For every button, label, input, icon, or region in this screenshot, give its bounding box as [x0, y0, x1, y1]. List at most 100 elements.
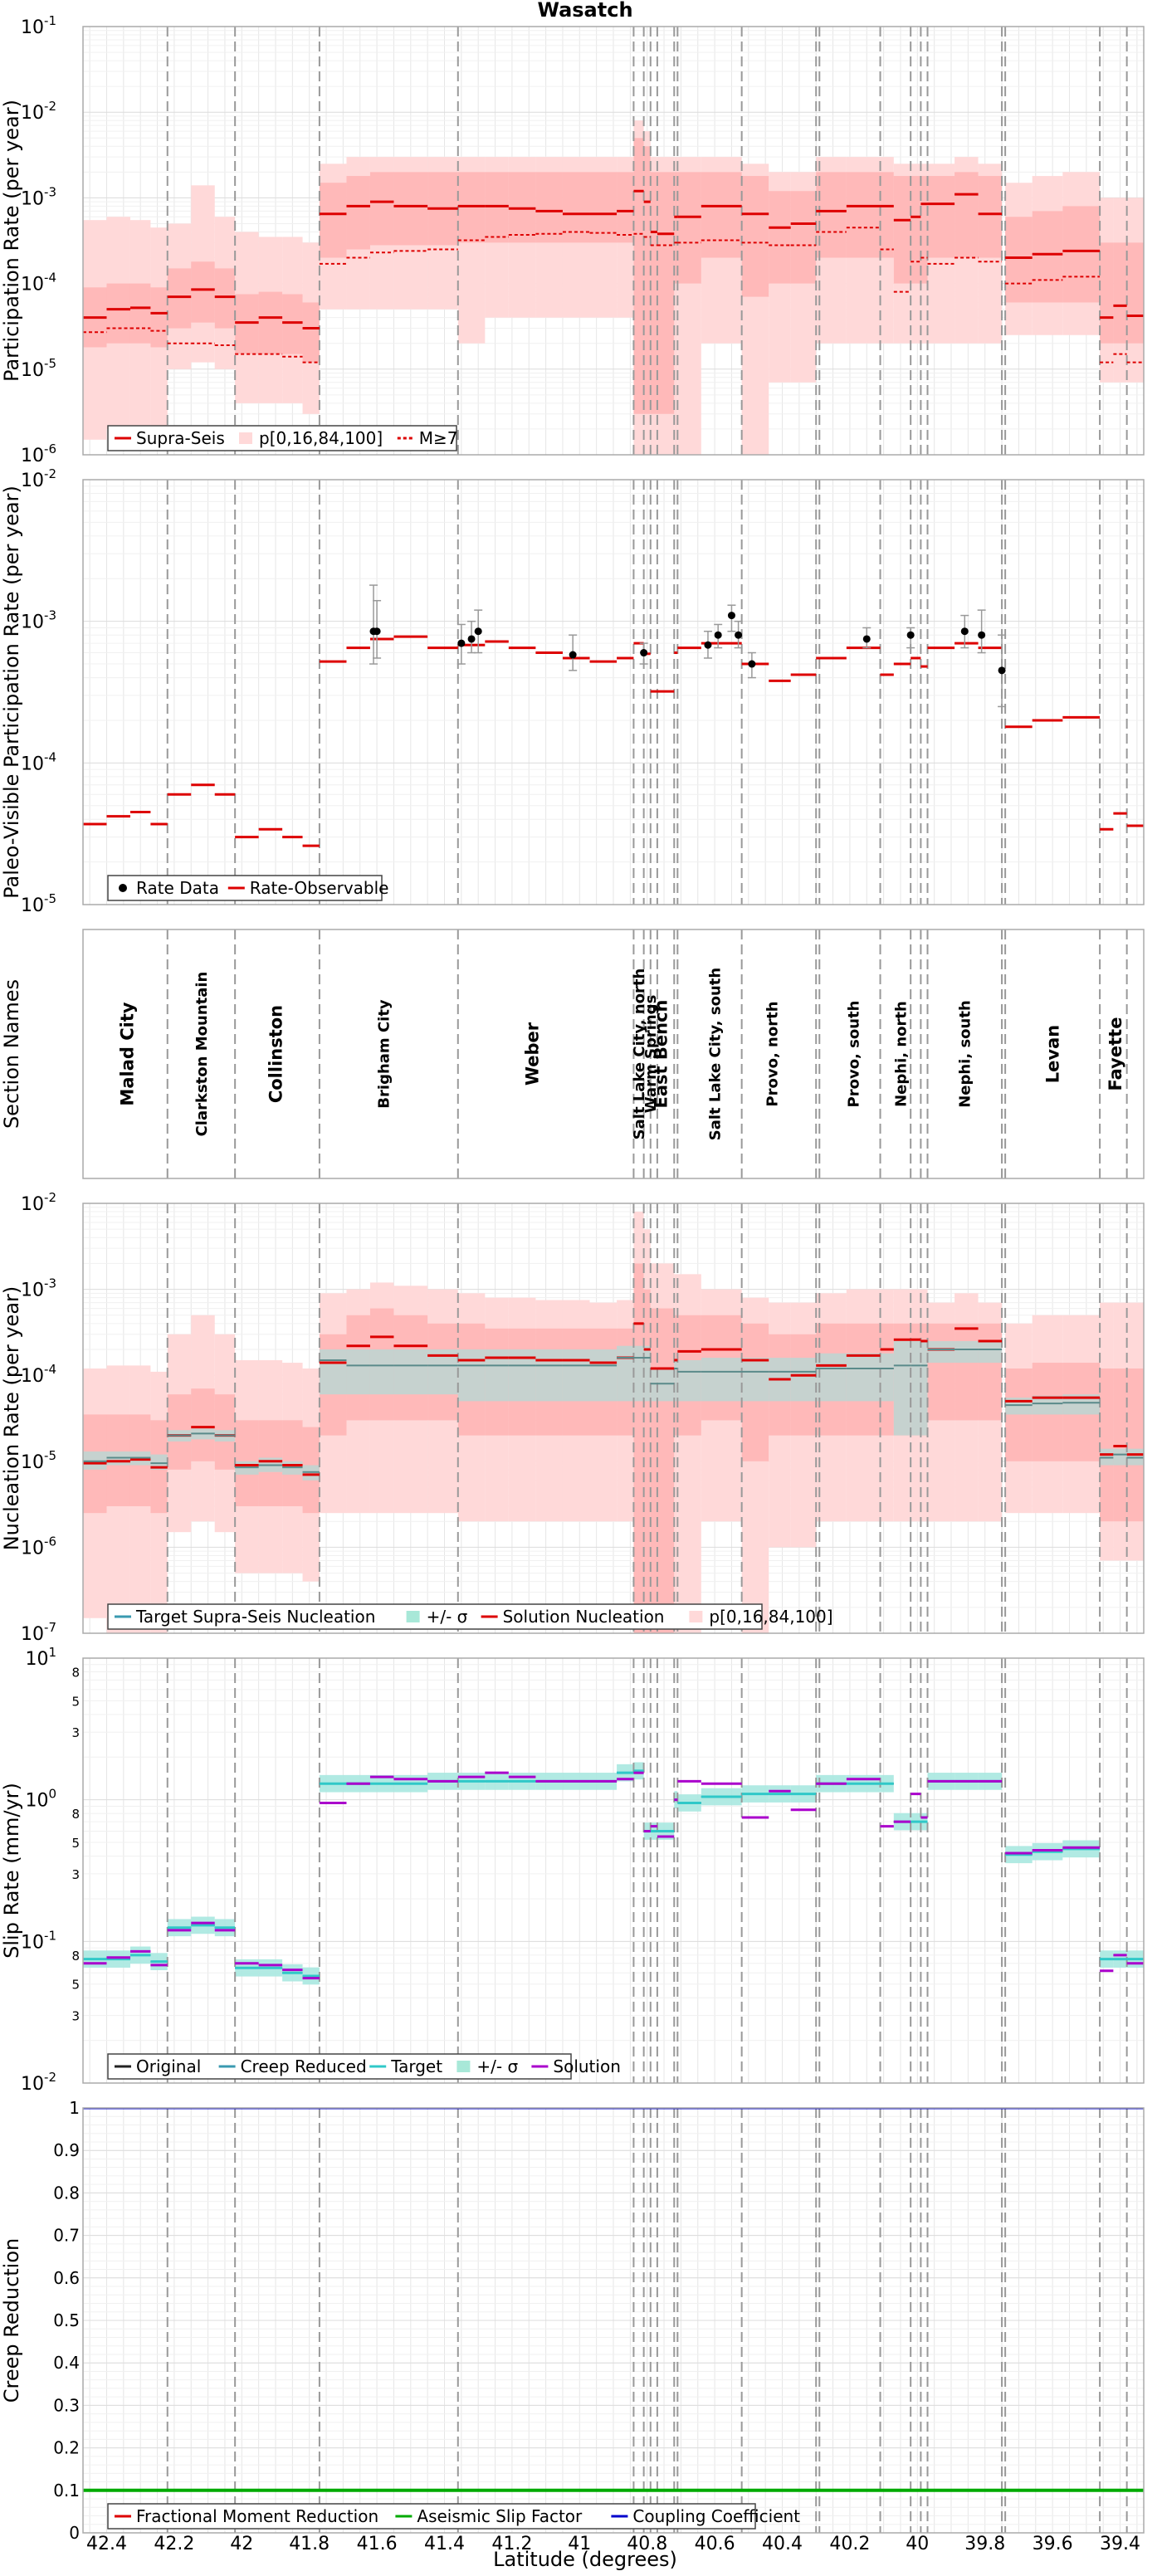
y-tick-base: 10 [21, 471, 44, 491]
section-name-label: Nephi, south [957, 1000, 974, 1108]
x-tick-label: 41.8 [289, 2534, 330, 2554]
y-tick-label: 0.5 [53, 2310, 80, 2330]
y-tick-exponent: -4 [44, 1362, 56, 1377]
band-inner [167, 268, 192, 329]
target-sigma-band [457, 1349, 486, 1402]
figure-title: Wasatch [537, 0, 632, 22]
target-sigma-band [617, 1345, 634, 1402]
band-inner [954, 1323, 979, 1421]
band-inner [346, 176, 370, 250]
band-inner [1100, 1368, 1114, 1522]
legend-label: p[0,16,84,100] [709, 1607, 832, 1627]
y-tick-label: 10-4 [21, 1362, 56, 1387]
rate-data-point [906, 631, 915, 639]
band-inner [1062, 206, 1101, 303]
band-inner [633, 1263, 644, 1633]
legend-box [107, 875, 383, 901]
legend-swatch [406, 1611, 420, 1622]
band-inner [1126, 242, 1144, 344]
y-tick-label: 10-5 [21, 356, 56, 381]
x-tick-label: 40 [906, 2534, 929, 2554]
target-sigma-band [741, 1358, 769, 1402]
x-tick-label: 41.2 [491, 2534, 532, 2554]
band-inner [643, 1289, 651, 1633]
band-inner [911, 176, 921, 284]
band-inner [633, 138, 644, 414]
band-inner [191, 1388, 215, 1461]
y-tick-label: 10-4 [21, 271, 56, 295]
band-inner [741, 176, 769, 297]
y-tick-label: 0.6 [53, 2268, 80, 2288]
legend-label: Solution [553, 2056, 620, 2076]
band-inner [393, 172, 428, 246]
band-inner [650, 172, 657, 414]
rate-data-point [735, 631, 743, 639]
rate-data-point [704, 641, 712, 649]
y-minor-tick-label: 8 [71, 1949, 80, 1964]
rate-data-point [862, 635, 871, 643]
band-inner [1005, 1368, 1033, 1461]
y-tick-label: 10-2 [21, 2070, 56, 2095]
legend-swatch [119, 884, 127, 892]
rate-data-point [978, 631, 986, 639]
y-tick-base: 10 [21, 754, 44, 774]
y-minor-tick-label: 3 [71, 1725, 80, 1740]
rate-data-point [467, 635, 476, 643]
legend-label: +/- σ [476, 2056, 518, 2076]
creep-frame [82, 2107, 1145, 2534]
y-tick-label: 10-5 [21, 891, 56, 916]
x-tick-label: 42.2 [154, 2534, 194, 2554]
slip-rate-plot [83, 1658, 1144, 2083]
y-tick-base: 10 [21, 612, 44, 633]
section-name-label: East Bench [651, 1000, 671, 1109]
y-tick-label: 0.1 [53, 2481, 80, 2500]
y-tick-base: 10 [21, 188, 44, 209]
y-minor-tick-label: 8 [71, 1807, 80, 1822]
target-sigma-band [657, 1368, 675, 1402]
band-inner [846, 172, 881, 258]
y-tick-label: 1 [69, 2098, 80, 2118]
section-name-label: Levan [1042, 1025, 1062, 1083]
y-minor-tick-label: 3 [71, 1867, 80, 1882]
band-inner [214, 268, 236, 329]
target-sigma-band [1113, 1448, 1127, 1466]
target-sigma-band [535, 1349, 563, 1402]
rate-data-point [569, 651, 577, 659]
target-sigma-band [562, 1349, 590, 1402]
legend-label: Aseismic Slip Factor [417, 2506, 583, 2526]
band-inner [920, 176, 928, 284]
section-name-label: Weber [523, 1022, 543, 1086]
y-tick-exponent: -3 [44, 184, 56, 199]
y-tick-label: 0 [69, 2523, 80, 2543]
y-tick-label: 10-1 [21, 1928, 56, 1953]
band-inner [701, 172, 742, 258]
target-sigma-band [427, 1349, 458, 1395]
legend-swatch [239, 432, 252, 444]
legend: Supra-Seis p[0,16,84,100] M≥7 [107, 425, 458, 451]
band-inner [674, 172, 678, 284]
section-name-label: Nephi, north [892, 1001, 910, 1107]
y-tick-label: 0.9 [53, 2140, 80, 2160]
y-tick-exponent: -4 [44, 271, 56, 285]
target-sigma-band [677, 1359, 701, 1402]
target-sigma-band [880, 1353, 894, 1402]
legend-label: Rate-Observable [250, 878, 389, 898]
section-name-label: Malad City [117, 1002, 137, 1105]
legend-label: Supra-Seis [136, 428, 225, 448]
y-tick-base: 10 [25, 1791, 48, 1812]
y-tick-exponent: -3 [44, 1276, 56, 1291]
section-name-label: Clarkston Mountain [193, 972, 211, 1137]
target-sigma-band [643, 1345, 651, 1402]
sections-frame [82, 929, 1145, 1179]
participation-plot [83, 27, 1144, 455]
band-outer [674, 1274, 678, 1633]
band-inner [319, 183, 347, 258]
y-tick-label: 10-6 [21, 1534, 56, 1559]
band-inner [150, 287, 168, 348]
y-tick-base: 10 [21, 103, 44, 124]
y-tick-exponent: -3 [44, 608, 56, 623]
y-tick-label: 10-2 [21, 1190, 56, 1215]
target-sigma-band [790, 1358, 817, 1402]
band-inner [1032, 211, 1063, 303]
y-tick-exponent: 1 [48, 1645, 56, 1660]
